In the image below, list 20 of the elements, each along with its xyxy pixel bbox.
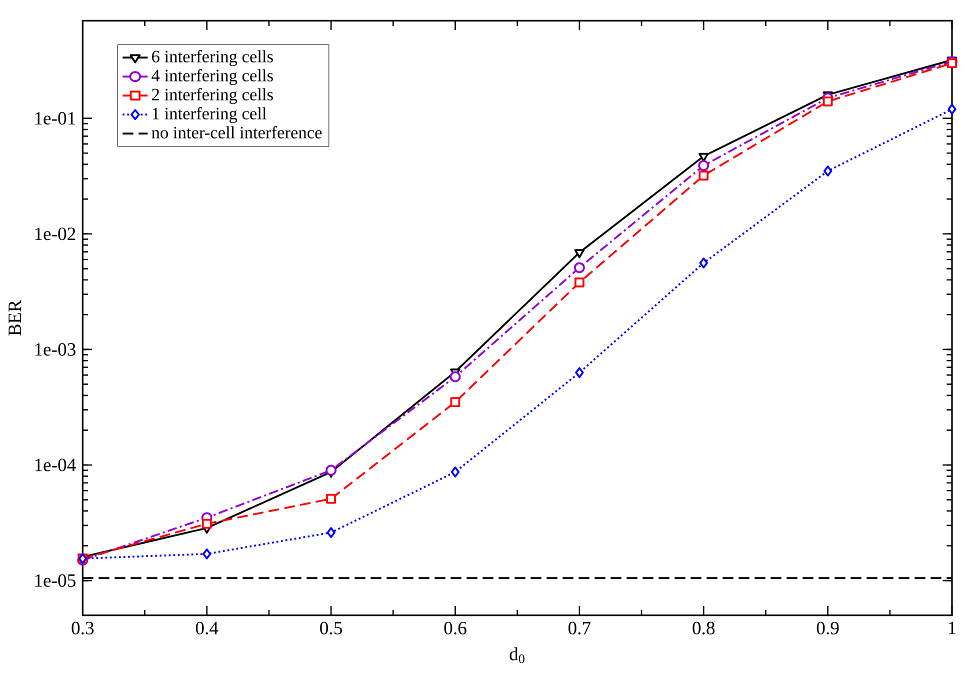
y-tick-label: 1e-01 [35,112,76,125]
y-tick-label: 1e-03 [35,343,76,356]
legend-label: 1 interfering cell [152,107,266,124]
x-tick-label: 0.5 [320,622,342,634]
y-tick-label: 1e-05 [35,574,76,587]
x-tick-label: 0.3 [72,622,94,634]
x-tick-label: 1 [948,622,956,634]
x-tick-label: 0.9 [816,622,839,634]
x-tick-label: 0.4 [196,622,218,634]
legend-label: 2 interfering cells [152,88,273,104]
legend-label: no inter-cell interference [152,126,322,138]
legend-label: 4 interfering cells [152,69,273,86]
x-tick-label: 0.6 [444,622,466,634]
x-axis-title: d$_{0}$ [510,647,524,664]
y-axis-title: BER [8,300,21,336]
legend-label: 6 interfering cells [152,50,273,66]
y-tick-label: 1e-02 [35,228,76,240]
x-tick-label: 0.8 [692,622,715,634]
x-tick-label: 0.7 [568,622,591,634]
y-tick-label: 1e-04 [35,458,76,472]
